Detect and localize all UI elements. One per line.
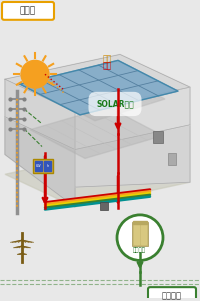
FancyBboxPatch shape — [2, 2, 54, 20]
Text: 太陽光: 太陽光 — [20, 6, 36, 15]
Bar — [132, 222, 148, 246]
Polygon shape — [5, 54, 190, 112]
Circle shape — [21, 61, 49, 88]
Polygon shape — [5, 117, 75, 207]
Text: 買電: 買電 — [103, 54, 112, 63]
Text: SOLAR発電: SOLAR発電 — [96, 99, 134, 108]
FancyBboxPatch shape — [148, 287, 196, 301]
Bar — [153, 131, 163, 143]
Text: 売電: 売電 — [103, 62, 112, 71]
Bar — [100, 202, 108, 210]
Bar — [134, 224, 139, 244]
Bar — [33, 160, 53, 173]
Polygon shape — [75, 87, 190, 150]
Polygon shape — [5, 79, 75, 150]
Bar — [133, 221, 147, 224]
Polygon shape — [5, 92, 190, 150]
Bar — [35, 161, 42, 171]
Text: 天然ガス: 天然ガス — [162, 292, 182, 301]
Bar — [44, 161, 51, 171]
Polygon shape — [5, 150, 190, 207]
Polygon shape — [75, 125, 190, 187]
Polygon shape — [20, 61, 178, 115]
Bar — [168, 154, 176, 165]
Polygon shape — [30, 107, 163, 158]
Text: h: h — [46, 164, 49, 168]
Polygon shape — [40, 70, 165, 121]
Bar — [141, 224, 146, 244]
Circle shape — [117, 215, 163, 260]
Text: kW: kW — [36, 164, 41, 168]
Text: 発電能力: 発電能力 — [132, 248, 146, 253]
